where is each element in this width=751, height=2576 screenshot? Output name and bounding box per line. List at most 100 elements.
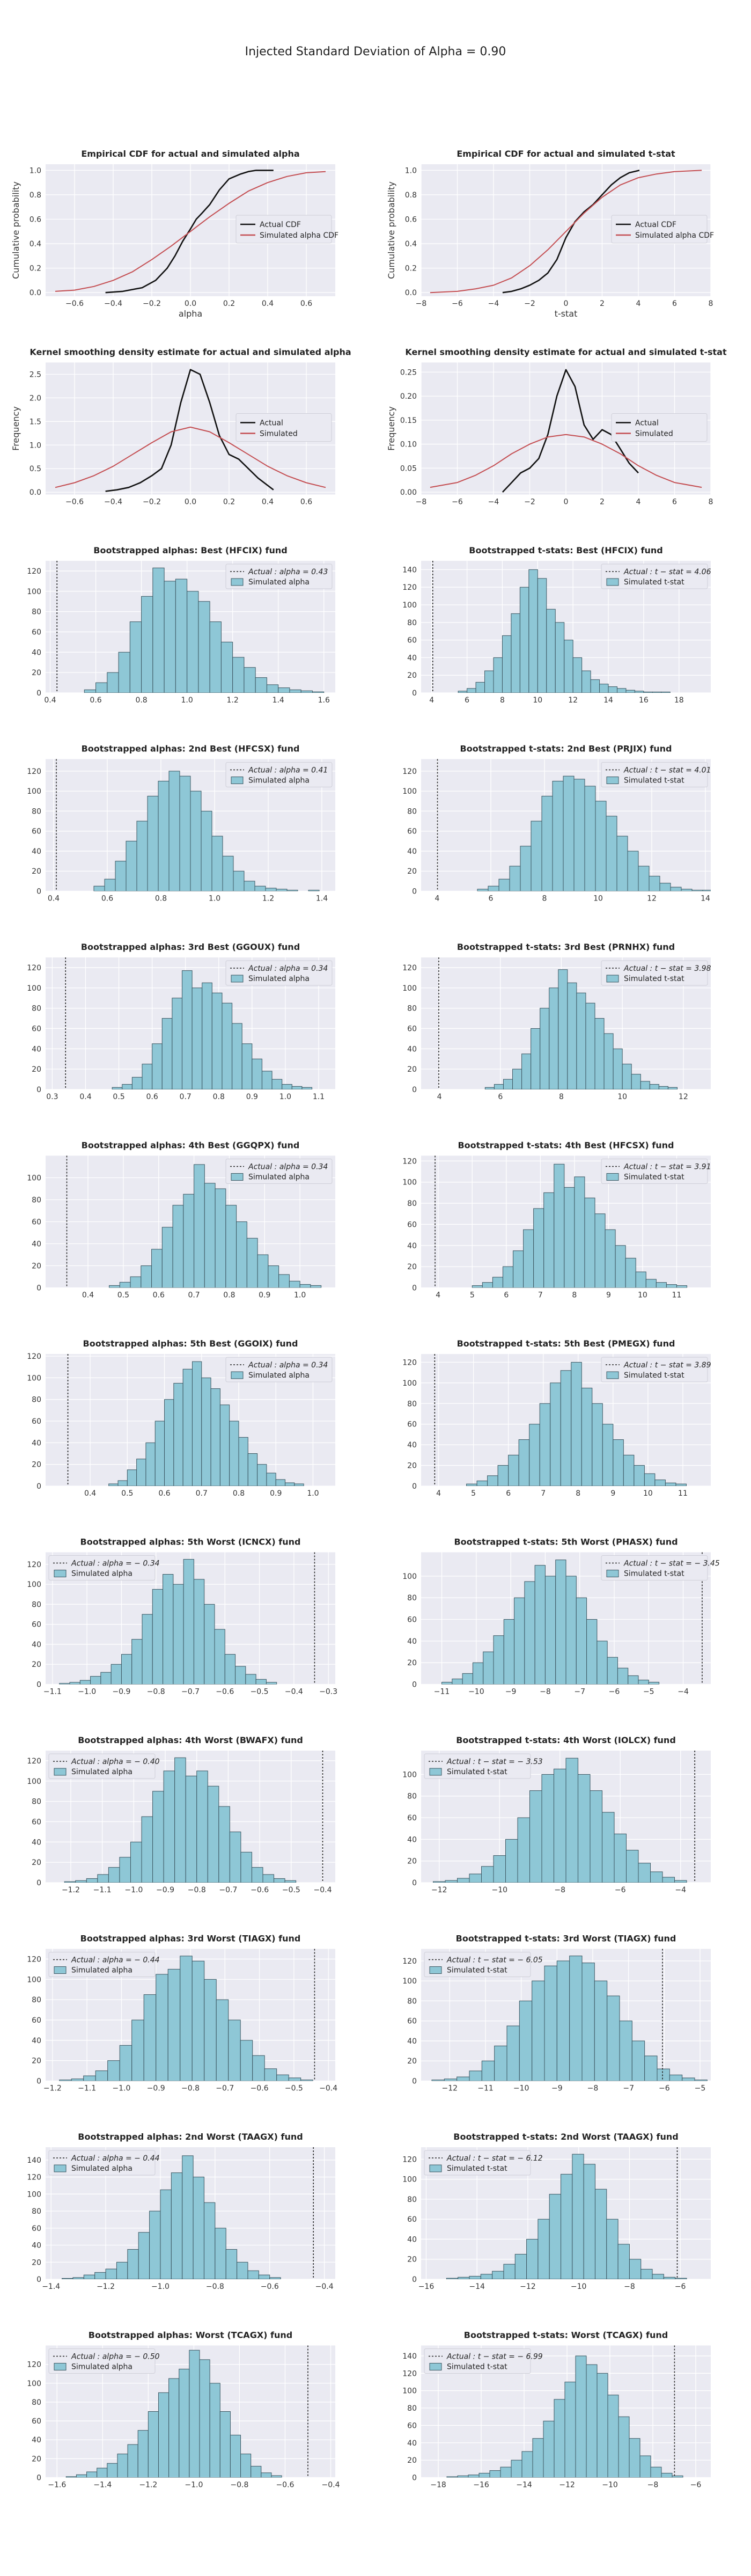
x-tick-label: −0.6: [65, 299, 84, 308]
y-axis-label: Frequency: [11, 406, 21, 451]
chart-title: Bootstrapped alphas: 5th Worst (ICNCX) f…: [80, 1537, 301, 1547]
histogram-bar: [444, 2079, 458, 2081]
histogram-bar: [69, 1682, 80, 1685]
chart-panel-19: Bootstrapped t-stats: 3rd Worst (TIAGX) …: [402, 1934, 711, 2093]
x-tick-label: −5: [643, 1688, 654, 1696]
y-tick-label: 80: [407, 807, 417, 816]
histogram-bar: [192, 1960, 205, 2081]
histogram-bar: [119, 2045, 132, 2081]
y-tick-label: 60: [32, 2016, 41, 2025]
histogram-bar: [211, 992, 223, 1089]
x-tick-label: −16: [473, 2481, 489, 2490]
histogram-bar: [602, 1812, 615, 1883]
x-tick-label: −0.5: [285, 2084, 303, 2093]
series-line-sim: [55, 426, 326, 488]
x-tick-label: −0.8: [206, 2282, 224, 2291]
legend-entry: Simulated alpha: [71, 1768, 132, 1776]
histogram-bar: [537, 578, 547, 693]
y-tick-label: 2.5: [30, 370, 41, 379]
histogram-bar: [665, 1482, 676, 1486]
y-tick-label: 20: [407, 2256, 417, 2264]
histogram-bar: [528, 569, 538, 693]
histogram-bar: [172, 1205, 184, 1288]
histogram-bar: [247, 1453, 258, 1486]
histogram-bar: [138, 2232, 150, 2279]
histogram-bar: [288, 2077, 301, 2081]
histogram-bar: [543, 1192, 555, 1288]
y-tick-label: 0.2: [405, 265, 417, 273]
legend-swatch: [54, 2363, 67, 2370]
histogram-bar: [481, 1866, 494, 1883]
histogram-bar: [675, 2278, 687, 2279]
x-tick-label: −0.2: [143, 299, 161, 308]
histogram-bar: [209, 621, 222, 693]
histogram-bar: [492, 1277, 503, 1288]
y-tick-label: 80: [407, 1199, 417, 1208]
histogram-bar: [152, 1791, 164, 1883]
y-tick-label: 0: [36, 1681, 41, 1689]
histogram-bar: [494, 2045, 507, 2081]
histogram-bar: [654, 1479, 666, 1486]
y-tick-label: 0.8: [405, 191, 417, 200]
legend-entry: Simulated alpha: [71, 1570, 132, 1578]
chart-title: Kernel smoothing density estimate for ac…: [30, 347, 351, 357]
histogram-bar: [83, 2075, 96, 2081]
histogram-bar: [649, 876, 660, 891]
legend-swatch: [231, 578, 244, 586]
x-tick-label: 0.5: [117, 1291, 129, 1300]
y-tick-label: 20: [32, 2455, 41, 2463]
y-tick-label: 120: [402, 2155, 417, 2164]
x-tick-label: 0.0: [185, 498, 196, 507]
histogram-bar: [179, 775, 191, 891]
x-tick-label: 0.8: [223, 1291, 235, 1300]
chart-panel-8: Bootstrapped alphas: 3rd Best (GGOUX) fu…: [27, 942, 335, 1101]
x-tick-label: −6: [615, 1886, 626, 1894]
y-tick-label: 0: [36, 1284, 41, 1293]
y-tick-label: 40: [32, 1439, 41, 1447]
histogram-bar: [95, 2070, 108, 2081]
histogram-bar: [214, 1629, 225, 1685]
series-line-actual: [502, 369, 639, 493]
histogram-bar: [203, 2202, 216, 2279]
legend-entry: Actual : t − stat = 3.91: [623, 1163, 711, 1172]
chart-title: Bootstrapped alphas: Worst (TCAGX) fund: [89, 2330, 292, 2340]
plot-content: [430, 170, 702, 294]
x-tick-label: −2: [524, 299, 535, 308]
x-tick-label: 4: [437, 1093, 442, 1101]
histogram-bar: [469, 1874, 482, 1883]
x-tick-label: −7: [623, 2084, 634, 2093]
y-tick-label: 60: [32, 1621, 41, 1629]
plot-content: [65, 2350, 282, 2478]
x-tick-label: 1.0: [294, 1291, 306, 1300]
histogram-bar: [658, 1086, 668, 1089]
histogram-bar: [628, 1675, 639, 1685]
histogram-bar: [119, 1857, 131, 1883]
plot-content: [430, 369, 702, 493]
y-tick-label: 120: [402, 1157, 417, 1166]
histogram-bar: [236, 1221, 247, 1288]
legend-box: [611, 215, 708, 244]
legend-box: [48, 2348, 156, 2374]
y-tick-label: 60: [32, 1024, 41, 1033]
y-tick-label: 40: [32, 2436, 41, 2445]
histogram-bar: [638, 866, 650, 891]
histogram-bar: [549, 987, 559, 1089]
legend-swatch: [606, 1173, 619, 1181]
chart-panel-7: Bootstrapped t-stats: 2nd Best (PRJIX) f…: [402, 744, 711, 903]
histogram-bar: [189, 2350, 200, 2478]
histogram-bar: [667, 1087, 678, 1089]
histogram-bar: [433, 1881, 446, 1883]
series-line-actual: [502, 170, 640, 294]
y-tick-label: 100: [402, 2176, 417, 2184]
histogram-bar: [554, 1768, 566, 1883]
histogram-bar: [590, 679, 600, 693]
histogram-bar: [631, 1074, 641, 1089]
histogram-bar: [64, 1881, 76, 1883]
x-tick-label: 8: [542, 895, 547, 903]
y-tick-label: 40: [407, 2439, 417, 2448]
chart-title: Bootstrapped t-stats: Worst (TCAGX) fund: [464, 2330, 668, 2340]
y-tick-label: 40: [32, 2242, 41, 2250]
histogram-bar: [574, 1176, 585, 1288]
x-tick-label: −7: [574, 1688, 585, 1696]
legend-swatch: [606, 777, 619, 784]
